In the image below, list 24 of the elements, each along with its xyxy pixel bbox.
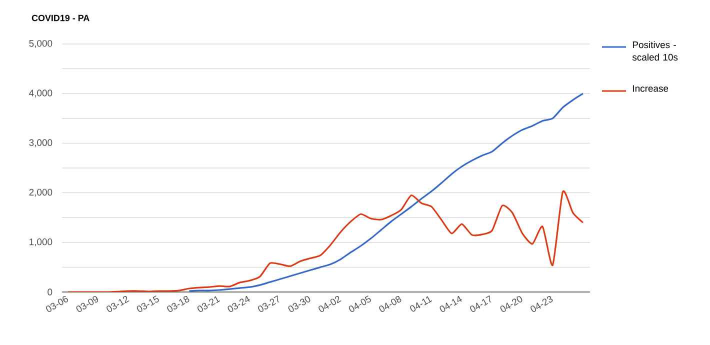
y-tick-label: 4,000: [29, 90, 52, 98]
x-tick-label: 04-14: [440, 296, 462, 312]
legend-label: Increase: [633, 85, 668, 92]
x-tick-label: 03-18: [167, 296, 190, 312]
x-tick-label: 03-12: [106, 296, 130, 312]
line-series: [67, 191, 584, 292]
x-tick-label: 04-20: [500, 296, 522, 312]
x-tick-label: 04-23: [530, 296, 553, 312]
x-tick-label: 03-21: [197, 296, 220, 312]
x-tick-label: 03-09: [76, 296, 98, 312]
line-series: [188, 92, 584, 292]
y-tick-label: 5,000: [29, 40, 52, 48]
x-tick-label: 04-02: [318, 296, 342, 312]
x-tick-label: 03-30: [288, 296, 310, 312]
y-tick-label: 1,000: [30, 238, 52, 246]
x-tick-label: 03-06: [46, 296, 68, 312]
x-tick-label: 04-08: [379, 296, 402, 312]
y-tick-label: 3,000: [29, 139, 52, 148]
y-tick-label: 2,000: [29, 188, 52, 197]
x-tick-label: 04-11: [410, 296, 432, 312]
chart-title: COVID19 - PA: [32, 14, 90, 22]
legend-label: Positives - scaled 10s: [632, 41, 678, 61]
x-tick-label: 03-24: [228, 296, 250, 312]
y-tick-label: 0: [48, 288, 52, 296]
